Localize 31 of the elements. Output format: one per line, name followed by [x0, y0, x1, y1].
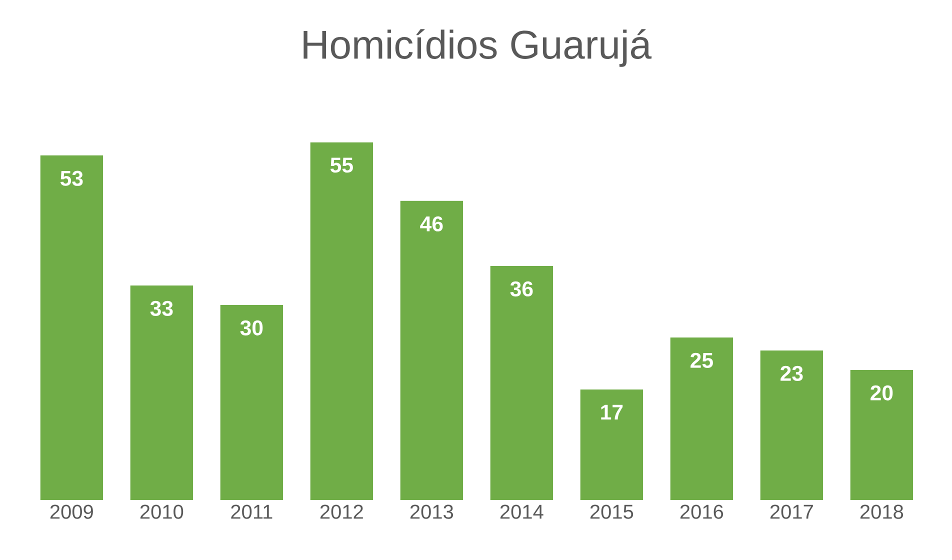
data-label: 20	[870, 385, 893, 400]
bar	[850, 370, 914, 500]
chart-title: Homicídios Guarujá	[304, 29, 652, 67]
data-label: 23	[780, 366, 803, 381]
bar	[40, 155, 104, 500]
x-tick-label: 2013	[410, 504, 454, 519]
bar	[580, 389, 644, 500]
data-label: 17	[601, 404, 623, 420]
data-label: 46	[420, 216, 443, 232]
data-label: 36	[510, 281, 533, 296]
data-label: 30	[240, 320, 263, 336]
x-tick-label: 2016	[680, 504, 724, 519]
bar	[400, 200, 464, 500]
x-tick-label: 2012	[320, 504, 363, 519]
x-tick-label: 2011	[231, 504, 272, 519]
bar	[130, 285, 194, 500]
bar	[490, 266, 554, 500]
data-label: 55	[330, 158, 353, 173]
data-label: 33	[150, 300, 173, 316]
data-label: 25	[690, 352, 713, 368]
bar	[310, 142, 374, 500]
x-tick-label: 2009	[50, 504, 93, 519]
x-tick-label: 2018	[860, 504, 904, 519]
x-tick-label: 2010	[140, 504, 184, 519]
x-tick-label: 2015	[590, 504, 634, 519]
x-tick-label: 2014	[500, 504, 544, 519]
bar	[760, 350, 824, 500]
data-label: 53	[60, 170, 83, 186]
bar	[220, 304, 284, 500]
x-tick-label: 2017	[770, 504, 813, 519]
bar	[670, 337, 734, 500]
